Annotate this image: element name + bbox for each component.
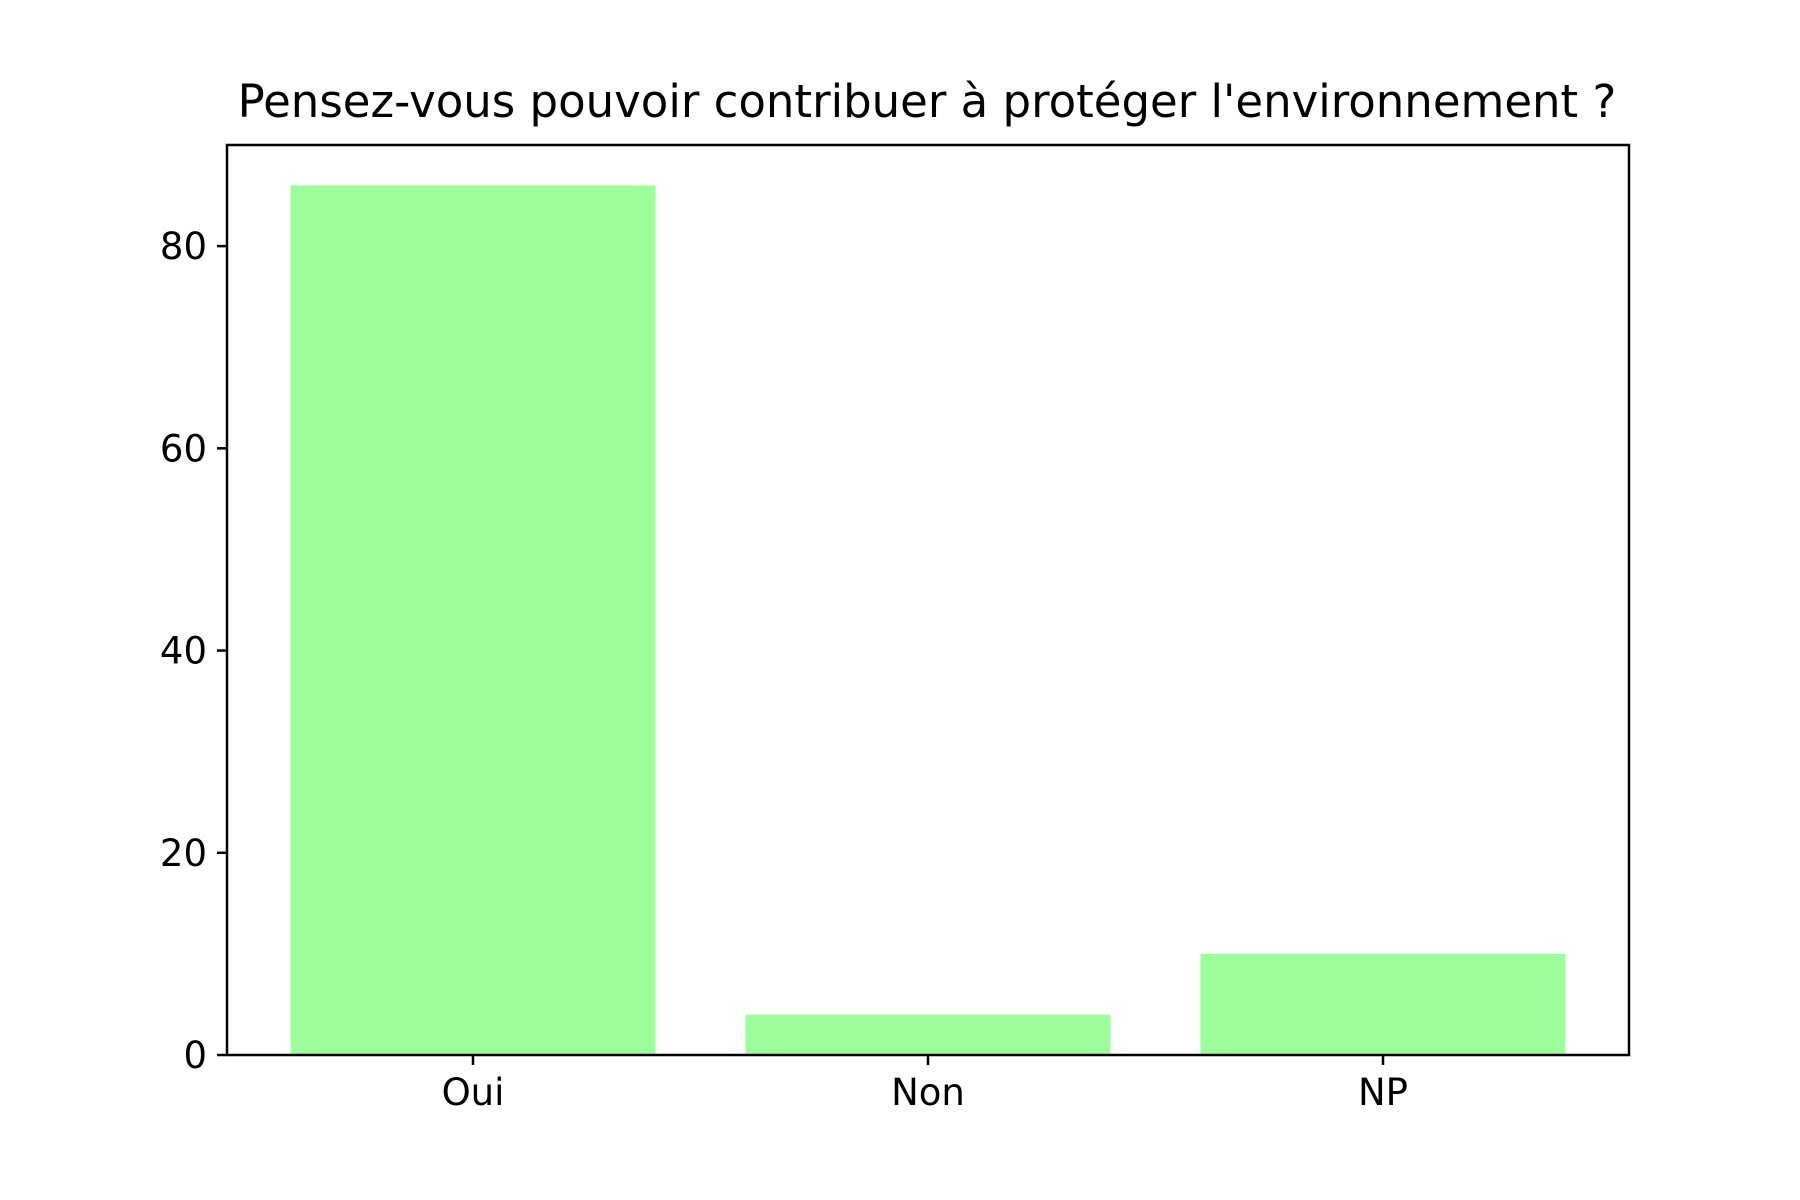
y-tick-label: 80 bbox=[160, 225, 207, 268]
y-tick-label: 40 bbox=[160, 630, 207, 673]
y-axis-ticks: 0 20 40 60 80 bbox=[160, 225, 227, 1077]
y-tick-label: 20 bbox=[160, 832, 207, 875]
chart-title: Pensez-vous pouvoir contribuer à protége… bbox=[238, 75, 1617, 128]
bar-np bbox=[1200, 953, 1566, 1055]
bar-oui bbox=[290, 185, 656, 1055]
y-tick-label: 0 bbox=[183, 1034, 207, 1077]
x-tick-label: Non bbox=[891, 1071, 965, 1114]
x-tick-label: Oui bbox=[442, 1071, 505, 1114]
y-tick-label: 60 bbox=[160, 427, 207, 470]
bar-non bbox=[745, 1014, 1111, 1055]
x-axis-ticks: Oui Non NP bbox=[442, 1055, 1408, 1114]
bars-layer bbox=[290, 185, 1566, 1055]
x-tick-label: NP bbox=[1358, 1071, 1408, 1114]
